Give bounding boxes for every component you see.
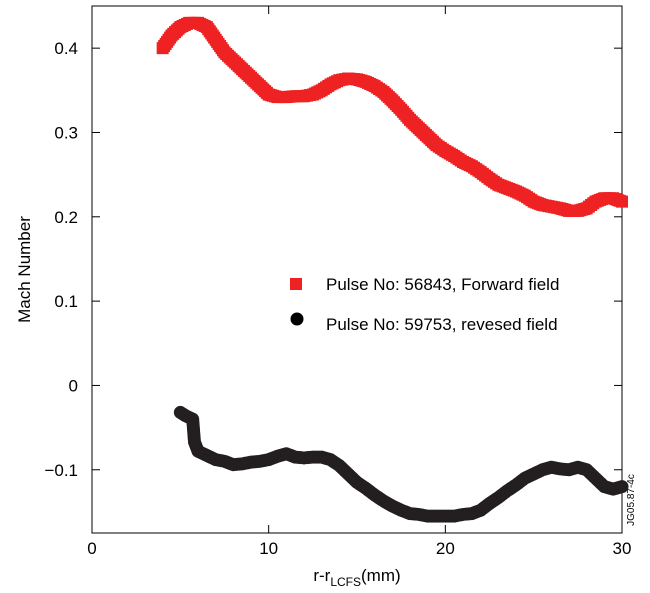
x-tick-label: 10 <box>259 539 278 558</box>
x-tick-label: 30 <box>613 539 632 558</box>
data-point <box>616 195 628 208</box>
legend-marker-forward <box>290 278 302 290</box>
y-axis-title: Mach Number <box>15 216 34 323</box>
series-1 <box>173 405 629 523</box>
x-axis-title-main: r-r <box>313 566 330 585</box>
x-axis-title-subscript: LCFS <box>330 575 361 589</box>
y-tick-label: 0.3 <box>54 123 78 142</box>
legend-label-forward: Pulse No: 56843, Forward field <box>326 275 559 294</box>
series-0 <box>156 16 628 217</box>
x-axis-title-unit: (mm) <box>361 566 401 585</box>
y-tick-label: −0.1 <box>44 461 78 480</box>
x-axis-title: r-rLCFS(mm) <box>313 566 400 589</box>
data-point <box>615 480 629 494</box>
axis-ticks <box>91 6 623 533</box>
x-tick-label: 20 <box>436 539 455 558</box>
figure-id-note: JG05.87-4c <box>626 474 637 526</box>
y-tick-label: 0.2 <box>54 208 78 227</box>
y-tick-label: 0.4 <box>54 39 78 58</box>
legend-marker-reversed <box>290 312 304 326</box>
axis-tick-labels: 0 10 20 30 −0.1 0 0.1 0.2 0.3 0.4 <box>44 39 631 558</box>
y-tick-label: 0 <box>69 376 78 395</box>
plot-frame <box>91 5 623 534</box>
y-tick-label: 0.1 <box>54 292 78 311</box>
legend: Pulse No: 56843, Forward field Pulse No:… <box>290 275 559 334</box>
legend-label-reversed: Pulse No: 59753, revesed field <box>326 315 558 334</box>
x-tick-label: 0 <box>87 539 96 558</box>
data-series <box>156 16 629 523</box>
